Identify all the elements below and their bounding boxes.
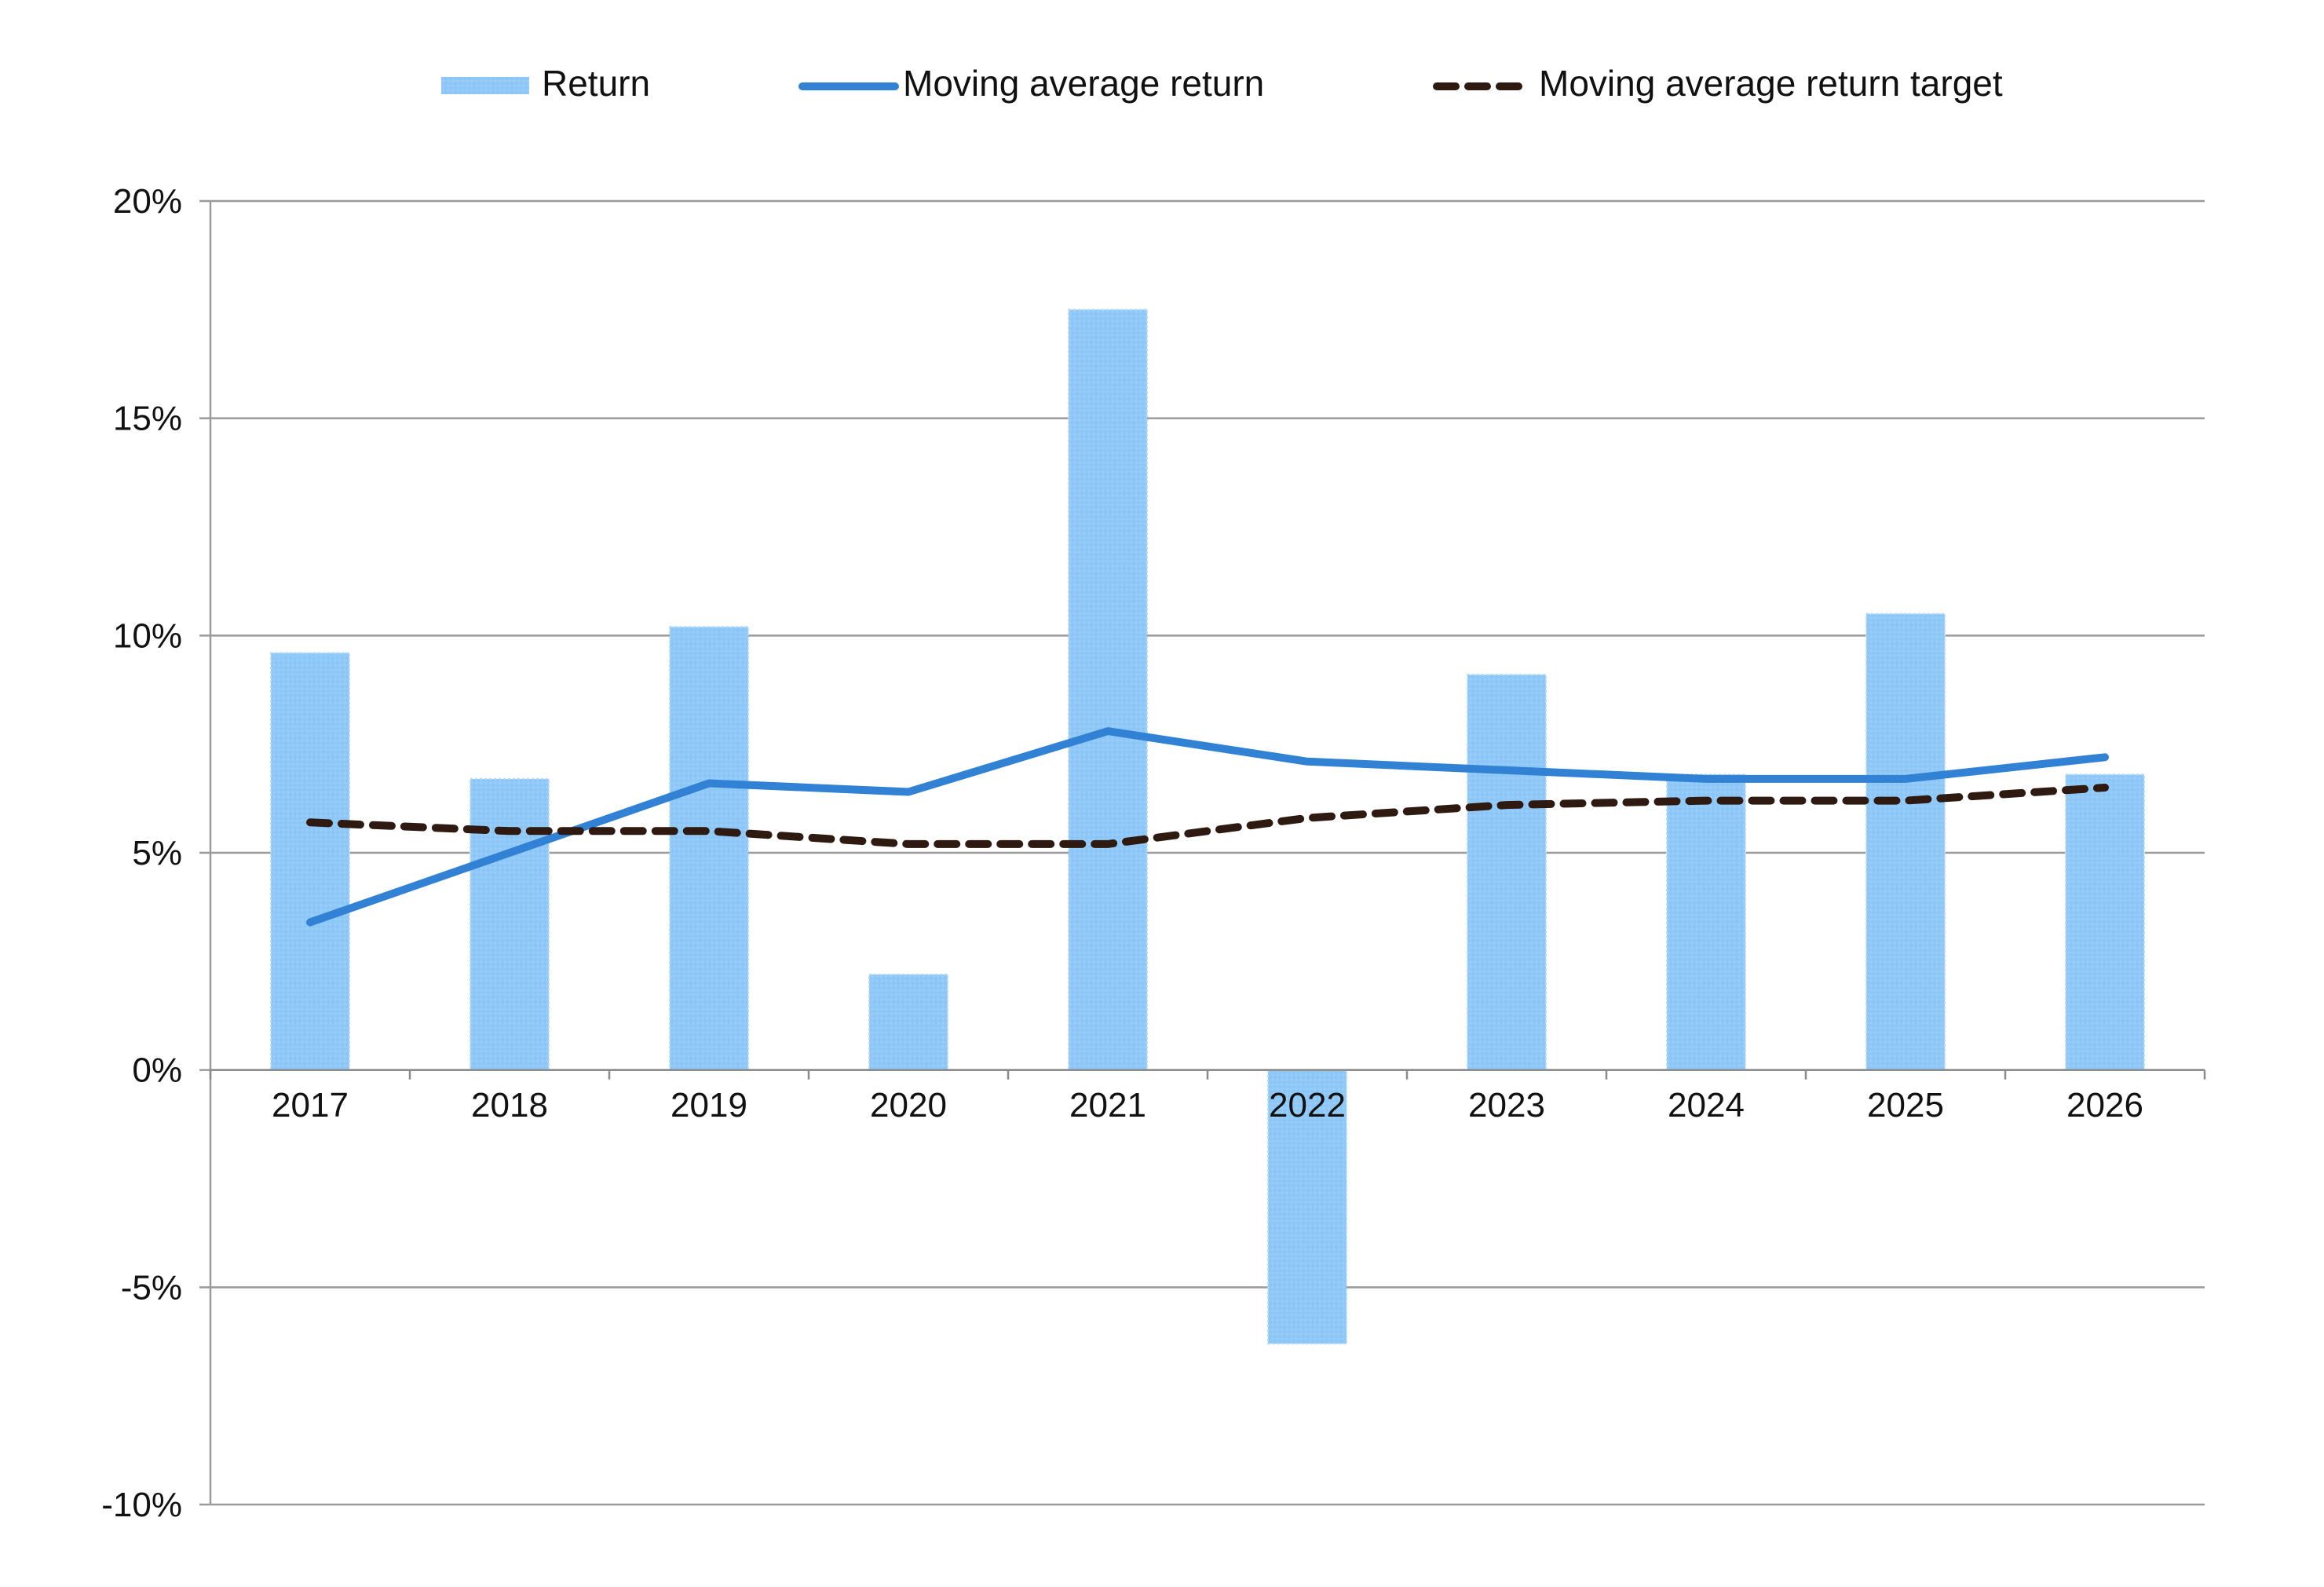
bar-return-2017 bbox=[270, 652, 350, 1071]
y-tick-label: 15% bbox=[113, 400, 182, 438]
x-tick-label-2026: 2026 bbox=[2066, 1086, 2143, 1124]
x-tick-label-2021: 2021 bbox=[1069, 1086, 1146, 1124]
bar-return-2026 bbox=[2065, 773, 2145, 1071]
x-tick-label-2022: 2022 bbox=[1269, 1086, 1346, 1124]
y-tick-label: -10% bbox=[101, 1486, 182, 1524]
bar-return-2019 bbox=[669, 626, 749, 1071]
legend-label-return: Return bbox=[542, 63, 650, 104]
y-tick-label: 10% bbox=[113, 616, 182, 655]
y-tick-label: 0% bbox=[132, 1051, 182, 1090]
bar-return-2018 bbox=[470, 777, 550, 1071]
y-tick-label: -5% bbox=[121, 1268, 182, 1307]
x-axis-tick-labels: 2017 2018 2019 2020 2021 2022 2023 2024 2025 2026 bbox=[272, 1086, 2143, 1124]
x-tick-label-2017: 2017 bbox=[272, 1086, 349, 1124]
legend-label-moving-average-return-target: Moving average return target bbox=[1539, 63, 2003, 104]
line-moving-average-return bbox=[306, 727, 2109, 927]
line-moving-average-return-target bbox=[306, 784, 2109, 848]
x-tick-label-2019: 2019 bbox=[671, 1086, 747, 1124]
bar-return-2021 bbox=[1068, 309, 1148, 1071]
x-tick-label-2025: 2025 bbox=[1867, 1086, 1944, 1124]
x-tick-label-2023: 2023 bbox=[1468, 1086, 1545, 1124]
legend-item-moving-average-return-target: Moving average return target bbox=[1433, 63, 2003, 104]
bar-return-2023 bbox=[1467, 674, 1547, 1071]
x-tick-label-2024: 2024 bbox=[1668, 1086, 1745, 1124]
x-tick-label-2018: 2018 bbox=[471, 1086, 548, 1124]
bar-return-2025 bbox=[1865, 612, 1946, 1071]
axes bbox=[209, 201, 2206, 1505]
y-axis-tick-labels: 20% 15% 10% 5% 0% -5% -10% bbox=[101, 182, 182, 1524]
legend-item-moving-average-return: Moving average return bbox=[798, 63, 1264, 104]
legend-item-return: Return bbox=[441, 63, 650, 104]
legend: Return Moving average return Moving aver… bbox=[441, 63, 2003, 104]
legend-label-moving-average-return: Moving average return bbox=[903, 63, 1264, 104]
bar-series-return bbox=[270, 309, 2145, 1345]
bar-return-2020 bbox=[868, 973, 948, 1071]
legend-swatch-return bbox=[441, 77, 529, 94]
y-tick-label: 20% bbox=[113, 182, 182, 221]
y-tick-label: 5% bbox=[132, 834, 182, 872]
bar-return-2024 bbox=[1666, 773, 1746, 1071]
line-series bbox=[306, 727, 2109, 927]
x-tick-label-2020: 2020 bbox=[870, 1086, 947, 1124]
